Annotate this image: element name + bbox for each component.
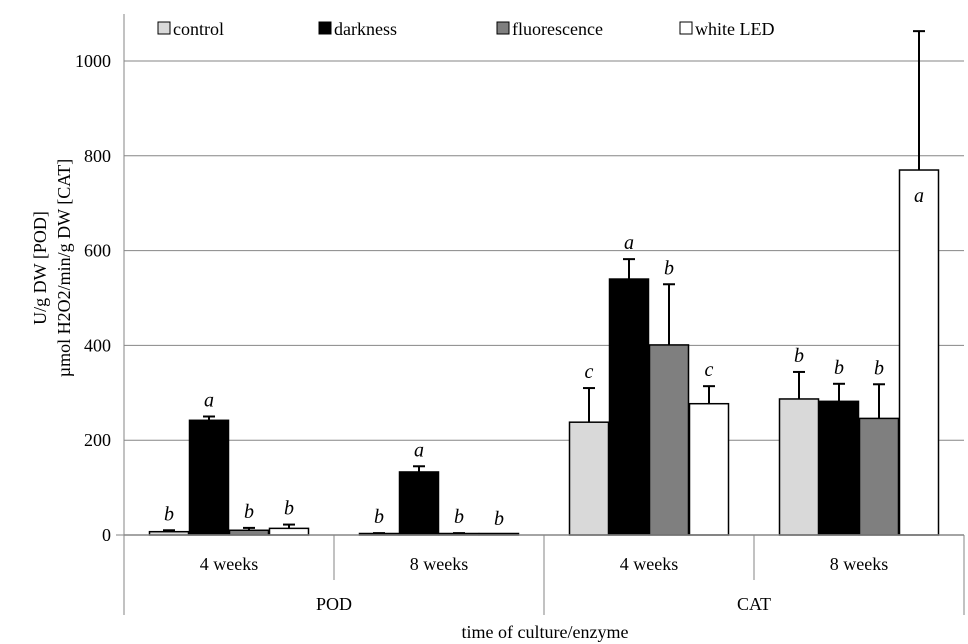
significance-label: b [284, 498, 294, 520]
significance-label: b [834, 357, 844, 379]
significance-label: a [414, 439, 424, 461]
x-tick-label: 8 weeks [830, 554, 888, 574]
y-tick-label: 1000 [75, 51, 111, 71]
bar-control [778, 398, 820, 536]
bars [148, 169, 940, 536]
significance-label: c [705, 359, 714, 381]
legend: control darkness fluorescence white LED [157, 19, 774, 39]
significance-label: b [164, 503, 174, 525]
significance-label: b [664, 257, 674, 279]
legend-swatch [496, 21, 510, 35]
legend-swatch [318, 21, 332, 35]
significance-label: a [914, 185, 924, 207]
legend-label: control [173, 19, 224, 39]
group-label: CAT [737, 594, 771, 614]
significance-label: c [585, 361, 594, 383]
legend-swatch [679, 21, 693, 35]
significance-label: b [454, 506, 464, 528]
significance-label: b [794, 345, 804, 367]
error-bars [163, 30, 925, 535]
x-tick-label: 4 weeks [620, 554, 678, 574]
y-tick-label: 600 [84, 241, 111, 261]
legend-swatch [157, 21, 171, 35]
axes [116, 14, 965, 615]
y-axis-label-line2: µmol H2O2/min/g DW [CAT] [54, 159, 74, 378]
bar-control [568, 421, 610, 536]
bar-darkness [608, 278, 650, 536]
y-tick-label: 800 [84, 146, 111, 166]
significance-label: b [494, 508, 504, 530]
significance-label: b [374, 506, 384, 528]
x-tick-label: 8 weeks [410, 554, 468, 574]
bar-darkness [818, 400, 860, 536]
y-tick-label: 200 [84, 430, 111, 450]
y-tick-label: 400 [84, 335, 111, 355]
bar-darkness [188, 419, 230, 536]
bar-fluorescence [858, 417, 900, 536]
significance-label: a [624, 232, 634, 254]
bar-white-led [688, 402, 730, 536]
legend-label: darkness [334, 19, 397, 39]
significance-label: a [204, 390, 214, 412]
y-axis-label-line1: U/g DW [POD] [30, 211, 50, 325]
y-tick-label: 0 [102, 525, 111, 545]
x-axis-label: time of culture/enzyme [462, 622, 629, 642]
x-category-labels: 4 weeks 8 weeks 4 weeks 8 weeks POD CAT [200, 554, 888, 614]
bar-darkness [398, 471, 440, 536]
significance-label: b [874, 357, 884, 379]
x-tick-label: 4 weeks [200, 554, 258, 574]
significance-label: b [244, 501, 254, 523]
group-label: POD [316, 594, 352, 614]
bar-white-led [898, 169, 940, 536]
bar-white-led [268, 527, 310, 536]
y-tick-labels: 0 200 400 600 800 1000 [75, 51, 111, 545]
legend-label: fluorescence [512, 19, 603, 39]
significance-labels: b a b b b a b b c a b c b b b a [164, 185, 924, 530]
legend-label: white LED [695, 19, 774, 39]
bar-fluorescence [648, 344, 690, 536]
